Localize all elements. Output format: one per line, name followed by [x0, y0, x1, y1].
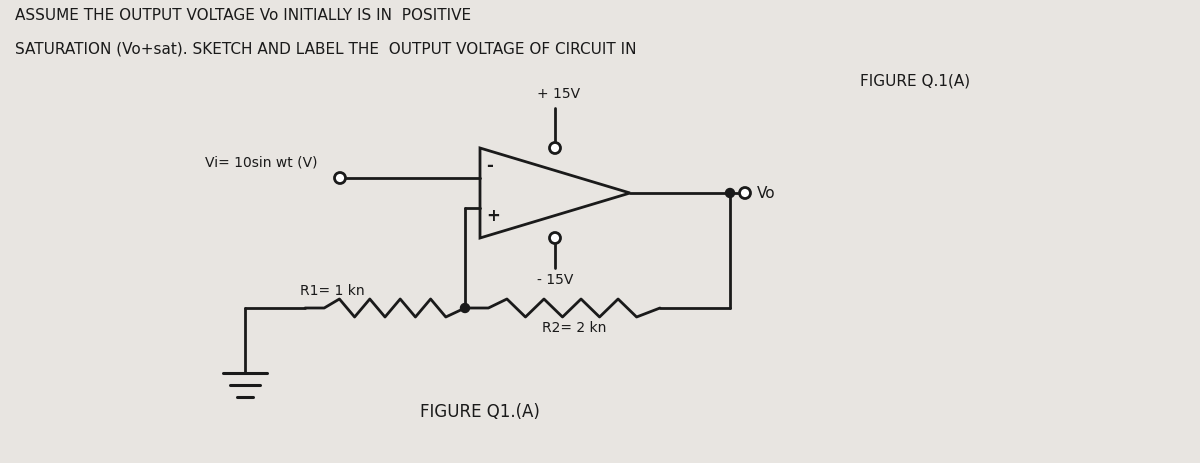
Circle shape [726, 188, 734, 198]
Text: + 15V: + 15V [538, 87, 580, 101]
Text: Vo: Vo [757, 186, 775, 200]
Circle shape [550, 143, 560, 154]
Circle shape [739, 188, 750, 199]
Text: R2= 2 kn: R2= 2 kn [542, 321, 607, 335]
Text: Vi= 10sin wt (V): Vi= 10sin wt (V) [205, 156, 318, 170]
Circle shape [335, 173, 346, 183]
Text: ASSUME THE OUTPUT VOLTAGE Vo INITIALLY IS IN  POSITIVE: ASSUME THE OUTPUT VOLTAGE Vo INITIALLY I… [14, 8, 472, 23]
Text: SATURATION (Vo+sat). SKETCH AND LABEL THE  OUTPUT VOLTAGE OF CIRCUIT IN: SATURATION (Vo+sat). SKETCH AND LABEL TH… [14, 41, 636, 56]
Text: -: - [486, 157, 493, 175]
Circle shape [550, 232, 560, 244]
Text: FIGURE Q1.(A): FIGURE Q1.(A) [420, 403, 540, 421]
Text: +: + [486, 207, 500, 225]
Circle shape [461, 304, 469, 313]
Text: FIGURE Q.1(A): FIGURE Q.1(A) [860, 73, 970, 88]
Text: R1= 1 kn: R1= 1 kn [300, 284, 365, 298]
Text: - 15V: - 15V [538, 273, 574, 287]
